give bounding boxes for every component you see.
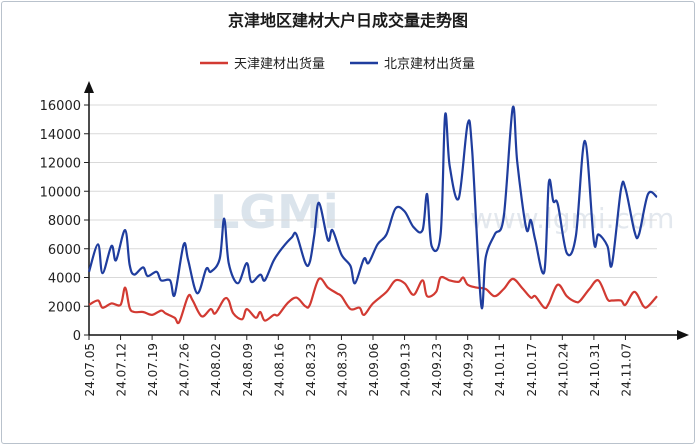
axes	[84, 81, 689, 340]
x-tick-label: 24.10.31	[588, 343, 602, 396]
x-tick-label: 24.09.23	[430, 343, 444, 396]
y-tick-label: 10000	[40, 185, 81, 200]
series-line-tianjin	[88, 275, 658, 325]
x-tick-label: 24.09.13	[399, 343, 413, 396]
legend: 天津建材出货量 北京建材出货量	[200, 56, 475, 72]
series-layer	[87, 105, 658, 325]
y-axis-arrow	[84, 81, 94, 93]
y-tick-label: 2000	[48, 300, 81, 315]
y-tick-label: 16000	[40, 99, 81, 114]
x-tick-label: 24.08.30	[335, 343, 349, 396]
legend-label-beijing: 北京建材出货量	[384, 56, 475, 72]
y-tick-label: 8000	[48, 214, 81, 229]
y-axis-ticks: 0 2000 4000 6000 8000 10000 12000 14000 16000	[40, 99, 89, 344]
y-tick-label: 6000	[48, 243, 81, 258]
x-tick-label: 24.07.19	[146, 343, 160, 396]
x-tick-label: 24.11.07	[619, 343, 633, 396]
x-tick-label: 24.10.24	[556, 343, 570, 396]
y-tick-label: 14000	[40, 128, 81, 143]
x-axis-arrow	[677, 330, 689, 340]
series-line-beijing	[87, 105, 658, 310]
x-tick-label: 24.08.02	[209, 343, 223, 396]
x-tick-label: 24.07.05	[83, 343, 97, 396]
x-tick-label: 24.07.12	[115, 343, 129, 396]
x-axis-ticks: 24.07.05 24.07.12 24.07.19 24.07.26 24.08.02…	[83, 335, 633, 396]
x-tick-label: 24.08.23	[304, 343, 318, 396]
chart-title: 京津地区建材大户日成交量走势图	[228, 11, 468, 30]
x-tick-label: 24.10.17	[525, 343, 539, 396]
x-tick-label: 24.10.11	[493, 343, 507, 396]
x-tick-label: 24.07.26	[178, 343, 192, 396]
x-tick-label: 24.09.29	[462, 343, 476, 396]
y-tick-label: 4000	[48, 272, 81, 287]
x-tick-label: 24.08.09	[241, 343, 255, 396]
x-tick-label: 24.08.16	[272, 343, 286, 396]
watermark-logo: LGMi	[210, 185, 339, 239]
legend-label-tianjin: 天津建材出货量	[234, 56, 325, 72]
y-tick-label: 12000	[40, 157, 81, 172]
x-tick-label: 24.09.06	[367, 343, 381, 396]
y-tick-label: 0	[73, 329, 81, 344]
